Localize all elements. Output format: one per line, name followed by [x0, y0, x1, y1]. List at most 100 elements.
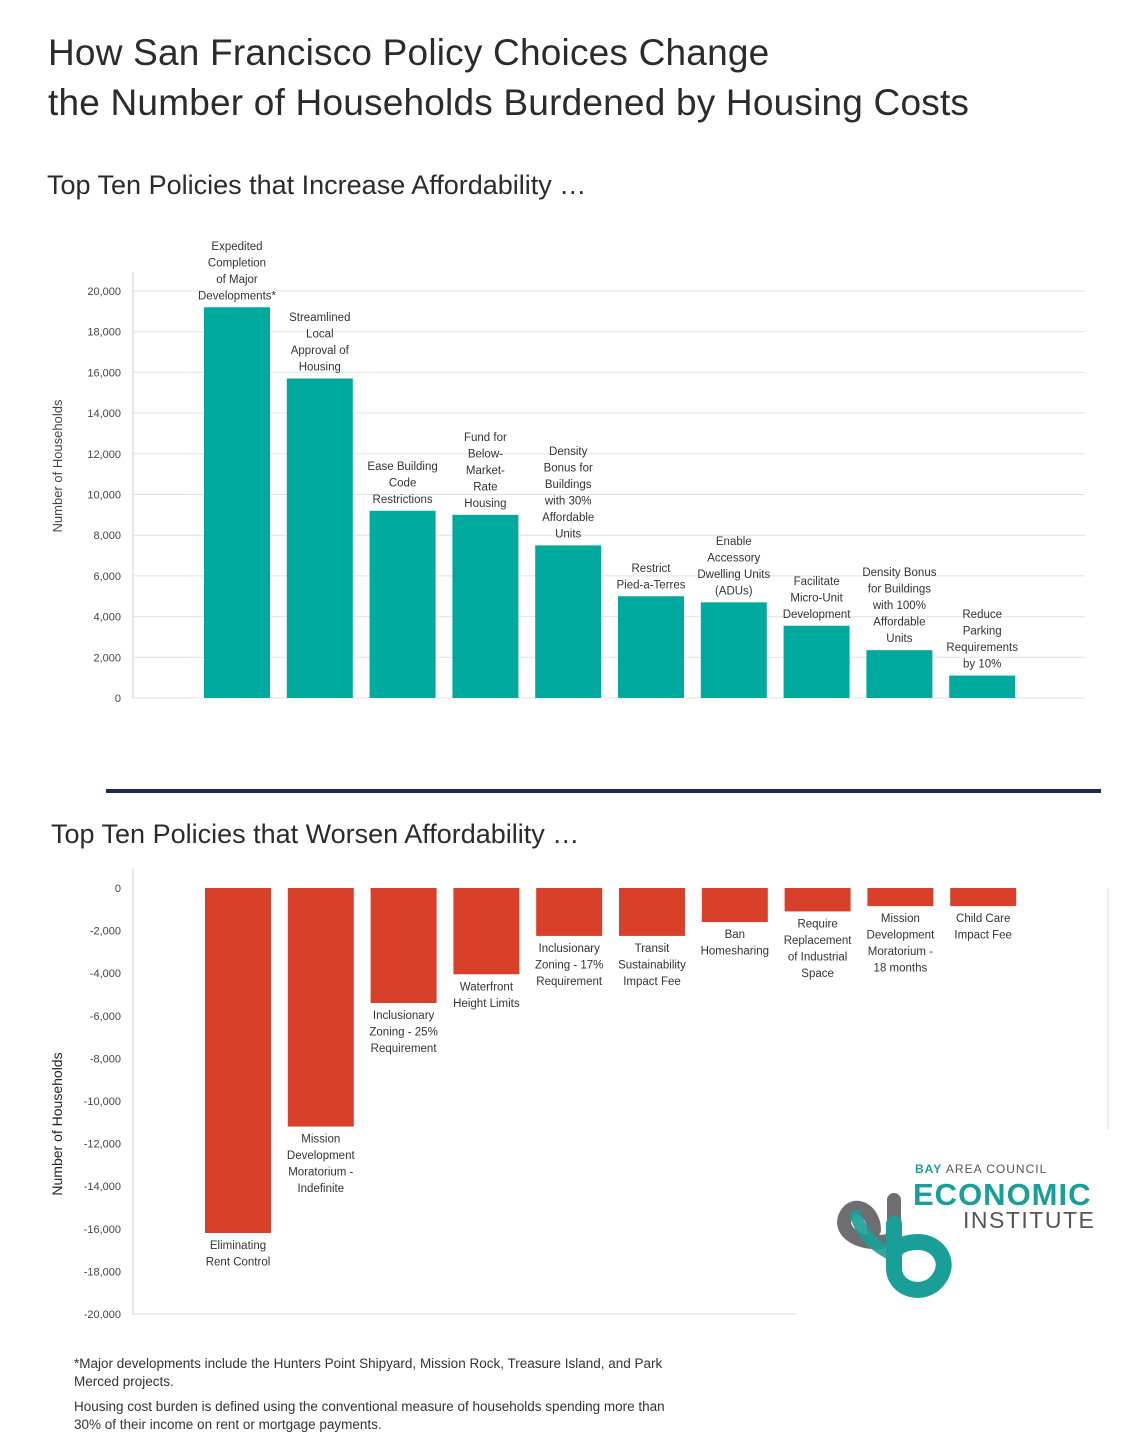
bar-category-label-line: Waterfront — [460, 981, 514, 993]
logo-swoosh-teal — [850, 1210, 900, 1262]
footnote-major-developments: *Major developments include the Hunters … — [74, 1356, 663, 1389]
bar-category-label: Mission Development Moratorium - Indefinite — [287, 1134, 356, 1196]
logo-council-text: AREA COUNCIL — [945, 1162, 1048, 1176]
bar-category-label-line: Sustainability — [618, 959, 686, 971]
bar-category-label: Mission Development Moratorium - 18 months — [867, 913, 936, 975]
logo-institute-text: INSTITUTE — [963, 1207, 1096, 1233]
y-tick-label: -20,000 — [84, 1309, 121, 1321]
bar-category-label-line: Requirement — [371, 1043, 438, 1055]
y-tick-label: 16,000 — [87, 367, 121, 379]
bar-category-label-line: Bonus for — [544, 462, 593, 474]
y-tick-label: -18,000 — [84, 1266, 121, 1278]
y-tick-label: 0 — [115, 883, 121, 895]
footnote-cost-burden: Housing cost burden is defined using the… — [74, 1399, 665, 1432]
bar-category-label-line: Market- — [466, 465, 505, 477]
bar-category-label-line: Below- — [468, 448, 503, 460]
bar-category-label-line: Mission — [301, 1134, 340, 1146]
logo-economic-text: ECONOMIC — [913, 1177, 1092, 1212]
bar-category-label-line: Inclusionary — [539, 943, 601, 955]
bar — [618, 596, 684, 698]
bar-category-label-line: Development — [867, 930, 936, 942]
bar-category-label: Fund for Below- Market- Rate Housing — [464, 432, 507, 510]
bar-category-label: Require Replacement of Industrial Space — [784, 918, 853, 980]
y-axis-label: Number of Households — [50, 399, 65, 532]
bar-category-label-line: Dwelling Units — [697, 569, 770, 581]
bar-category-label: Ease Building Code Restrictions — [367, 461, 437, 506]
increase-chart-title: Top Ten Policies that Increase Affordabi… — [47, 170, 587, 200]
y-tick-label: -14,000 — [84, 1181, 121, 1193]
y-tick-label: -2,000 — [90, 926, 121, 938]
bar-category-label-line: Development — [783, 609, 852, 621]
bar — [286, 378, 353, 698]
bar-category-label-line: Requirements — [946, 642, 1018, 654]
bay-area-council-logo-icon — [837, 1193, 952, 1298]
bar-category-label-line: Restrict — [632, 563, 672, 575]
bar-category-label: Ban Homesharing — [701, 929, 769, 958]
bar — [536, 888, 603, 936]
bar-category-label-line: Zoning - 17% — [535, 959, 603, 971]
bar — [949, 675, 1016, 698]
bar-category-label-line: Density Bonus — [862, 567, 936, 579]
bar — [783, 625, 850, 698]
worsen-chart-title: Top Ten Policies that Worsen Affordabili… — [51, 819, 580, 849]
bar-category-label: Density Bonus for Buildings with 100% Affor… — [862, 567, 936, 645]
bar-category-label-line: Indefinite — [297, 1183, 344, 1195]
bar-category-label-line: Child Care — [956, 913, 1010, 925]
bar-category-label-line: Local — [306, 329, 334, 341]
y-tick-label: -8,000 — [90, 1053, 121, 1065]
y-tick-label: 20,000 — [87, 286, 121, 298]
bar-category-label-line: Housing — [464, 498, 506, 510]
bar-category-label-line: Reduce — [962, 609, 1002, 621]
bar-category-label-line: Micro-Unit — [790, 592, 843, 604]
bar-category-label-line: with 30% — [544, 495, 592, 507]
bar-category-label-line: Completion — [208, 257, 266, 269]
y-tick-label: 14,000 — [87, 408, 121, 420]
bar-category-label-line: of Major — [216, 274, 258, 286]
main-title-line1: How San Francisco Policy Choices Change — [48, 32, 770, 73]
bar-category-label-line: Rate — [473, 481, 497, 493]
bar-category-label-line: Units — [886, 633, 912, 645]
bar — [700, 602, 767, 698]
bar — [784, 888, 851, 912]
bar-category-label-line: Streamlined — [289, 312, 350, 324]
bar-category-label: Waterfront Height Limits — [453, 981, 520, 1010]
bar — [287, 888, 354, 1127]
bar-category-label-line: (ADUs) — [715, 585, 753, 597]
bar — [866, 650, 933, 698]
bar-category-label: Reduce Parking Requirements by 10% — [946, 609, 1018, 671]
bar-category-label-line: Housing — [299, 362, 341, 374]
bar-category-label: Child Care Impact Fee — [954, 913, 1012, 942]
bar-category-label-line: Require — [797, 918, 837, 930]
bar-category-label-line: Affordable — [873, 617, 925, 629]
y-tick-label: 10,000 — [87, 490, 121, 502]
bar-category-label-line: Requirement — [536, 976, 603, 988]
bar-category-label-line: Space — [801, 968, 834, 980]
main-title-line2: the Number of Households Burdened by Hou… — [48, 82, 970, 123]
increase-affordability-chart: 0 2,000 4,000 6,000 8,000 10,000 12,000 14,000 1… — [50, 241, 1085, 705]
bar-category-label: Inclusionary Zoning - 25% Requirement — [369, 1010, 437, 1055]
bar-category-label-line: Mission — [881, 913, 920, 925]
bar — [370, 888, 437, 1004]
bar-category-label-line: Density — [549, 446, 588, 458]
bar-category-label-line: Fund for — [464, 432, 507, 444]
bar-category-label: Streamlined Local Approval of Housing — [289, 312, 350, 374]
bar-category-label-line: Moratorium - — [868, 946, 933, 958]
bar-category-label-line: Pied-a-Terres — [616, 579, 685, 591]
bar-category-label-line: Development — [287, 1150, 356, 1162]
bar-category-label-line: with 100% — [872, 600, 926, 612]
bar-category-label-line: Ease Building — [367, 461, 437, 473]
bar — [619, 888, 685, 936]
bar — [535, 545, 602, 698]
bar — [204, 307, 270, 698]
bar-category-label-line: Rent Control — [206, 1257, 271, 1269]
y-tick-label: -6,000 — [90, 1011, 121, 1023]
bar-category-label-line: Buildings — [545, 479, 592, 491]
bar-category-label: Transit Sustainability Impact Fee — [618, 943, 686, 988]
bar-category-label-line: Restrictions — [373, 494, 433, 506]
y-tick-label: 0 — [115, 693, 121, 705]
y-tick-label: 6,000 — [93, 571, 121, 583]
y-tick-label: 2,000 — [93, 652, 121, 664]
bar-category-label-line: Homesharing — [701, 946, 769, 958]
bar-category-label-line: Accessory — [707, 552, 760, 564]
y-tick-label: -10,000 — [84, 1096, 121, 1108]
